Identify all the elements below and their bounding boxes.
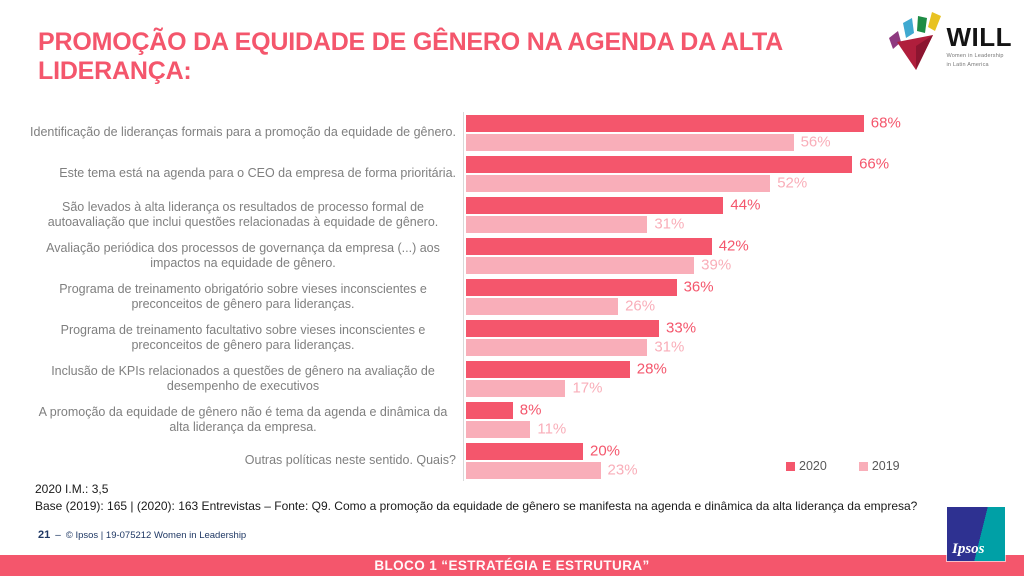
value-label: 42%	[718, 237, 749, 255]
page-number: 21	[38, 529, 51, 541]
category-label: A promoção da equidade de gênero não é t…	[38, 404, 448, 434]
value-label: 39%	[701, 256, 732, 274]
chart-row: Identificação de lideranças formais para…	[30, 112, 1024, 153]
bar-2019: 17%	[466, 379, 602, 397]
bar-2020: 42%	[466, 237, 749, 255]
legend-item-2019: 2019	[858, 459, 900, 473]
category-label: São levados à alta liderança os resultad…	[47, 199, 439, 229]
page-credit: © Ipsos | 19-075212 Women in Leadership	[65, 530, 247, 541]
bar-group: 42% 39%	[463, 235, 1024, 276]
chart-row: Este tema está na agenda para o CEO da e…	[30, 153, 1024, 194]
value-label: 20%	[590, 442, 621, 460]
value-label: 68%	[870, 114, 901, 132]
page-separator: –	[55, 530, 61, 541]
bar-2020: 68%	[466, 114, 901, 132]
value-label: 8%	[519, 401, 542, 419]
value-label: 26%	[625, 297, 656, 315]
bar-2019: 23%	[466, 461, 638, 479]
footer-banner-label: BLOCO 1 “ESTRATÉGIA E ESTRUTURA”	[374, 558, 650, 573]
page-title: PROMOÇÃO DA EQUIDADE DE GÊNERO NA AGENDA…	[38, 28, 783, 86]
bar-group: 20% 23%	[463, 440, 1024, 481]
footnote-index: 2020 I.M.: 3,5	[35, 482, 109, 496]
ipsos-logo: Ipsos	[947, 507, 1005, 561]
chart-row: Programa de treinamento facultativo sobr…	[30, 317, 1024, 358]
legend-swatch	[858, 461, 868, 471]
bar-group: 68% 56%	[463, 112, 1024, 153]
will-wordmark: WILL	[946, 22, 1012, 52]
bar-group: 33% 31%	[463, 317, 1024, 358]
bar-2020: 44%	[466, 196, 760, 214]
will-subtext-1: Women in Leadership	[946, 53, 1004, 60]
category-label: Este tema está na agenda para o CEO da e…	[59, 166, 456, 180]
value-label: 66%	[859, 155, 890, 173]
category-label: Programa de treinamento obrigatório sobr…	[59, 281, 427, 311]
bar-2020: 36%	[466, 278, 714, 296]
value-label: 11%	[537, 420, 567, 438]
bar-2020: 66%	[466, 155, 889, 173]
chart-rows: Identificação de lideranças formais para…	[30, 112, 1024, 481]
ipsos-wordmark: Ipsos	[952, 541, 985, 557]
category-label: Outras políticas neste sentido. Quais?	[244, 453, 456, 467]
legend-swatch	[786, 461, 795, 471]
bar-group: 66% 52%	[463, 153, 1024, 194]
bar-2020: 33%	[466, 319, 696, 337]
value-label: 36%	[683, 278, 714, 296]
bar-2019: 31%	[466, 338, 684, 356]
value-label: 56%	[800, 133, 831, 151]
value-label: 31%	[654, 338, 685, 356]
chart-row: Inclusão de KPIs relacionados a questões…	[30, 358, 1024, 399]
category-label: Avaliação periódica dos processos de gov…	[46, 240, 440, 270]
bar-2019: 52%	[466, 174, 807, 192]
chart-legend: 2020 2019	[786, 459, 900, 473]
will-logo-text: WILL Women in Leadership in Latin Americ…	[946, 22, 1012, 69]
value-label: 17%	[572, 379, 603, 397]
chart-row: Avaliação periódica dos processos de gov…	[30, 235, 1024, 276]
legend-item-2020: 2020	[786, 459, 827, 473]
category-label: Programa de treinamento facultativo sobr…	[60, 322, 426, 352]
bar-group: 28% 17%	[463, 358, 1024, 399]
footer-banner: BLOCO 1 “ESTRATÉGIA E ESTRUTURA”	[0, 555, 1024, 576]
bar-2020: 28%	[466, 360, 667, 378]
bar-2019: 39%	[466, 256, 731, 274]
bar-2020: 8%	[466, 401, 541, 419]
legend-label: 2020	[799, 459, 827, 473]
category-label: Identificação de lideranças formais para…	[30, 125, 456, 139]
value-label: 28%	[636, 360, 667, 378]
bar-group: 44% 31%	[463, 194, 1024, 235]
chart-row: A promoção da equidade de gênero não é t…	[30, 399, 1024, 440]
bar-chart: Identificação de lideranças formais para…	[30, 112, 1024, 481]
value-label: 44%	[730, 196, 761, 214]
page-footer: 21 – © Ipsos | 19-075212 Women in Leader…	[38, 529, 246, 541]
bar-2020: 20%	[466, 442, 620, 460]
chart-row: São levados à alta liderança os resultad…	[30, 194, 1024, 235]
bar-group: 8% 11%	[463, 399, 1024, 440]
will-logo-icon	[887, 10, 945, 77]
value-label: 52%	[777, 174, 808, 192]
footnote-base: Base (2019): 165 | (2020): 163 Entrevist…	[35, 499, 918, 513]
legend-label: 2019	[871, 459, 900, 473]
value-label: 23%	[607, 461, 638, 479]
bar-2019: 11%	[466, 420, 566, 438]
value-label: 33%	[666, 319, 697, 337]
bar-2019: 31%	[466, 215, 684, 233]
will-subtext-2: in Latin America	[946, 61, 989, 68]
chart-row: Programa de treinamento obrigatório sobr…	[30, 276, 1024, 317]
bar-group: 36% 26%	[463, 276, 1024, 317]
chart-row: Outras políticas neste sentido. Quais? 20…	[30, 440, 1024, 481]
value-label: 31%	[654, 215, 685, 233]
category-label: Inclusão de KPIs relacionados a questões…	[51, 363, 435, 393]
will-logo: WILL Women in Leadership in Latin Americ…	[887, 10, 1012, 77]
bar-2019: 26%	[466, 297, 655, 315]
bar-2019: 56%	[466, 133, 831, 151]
